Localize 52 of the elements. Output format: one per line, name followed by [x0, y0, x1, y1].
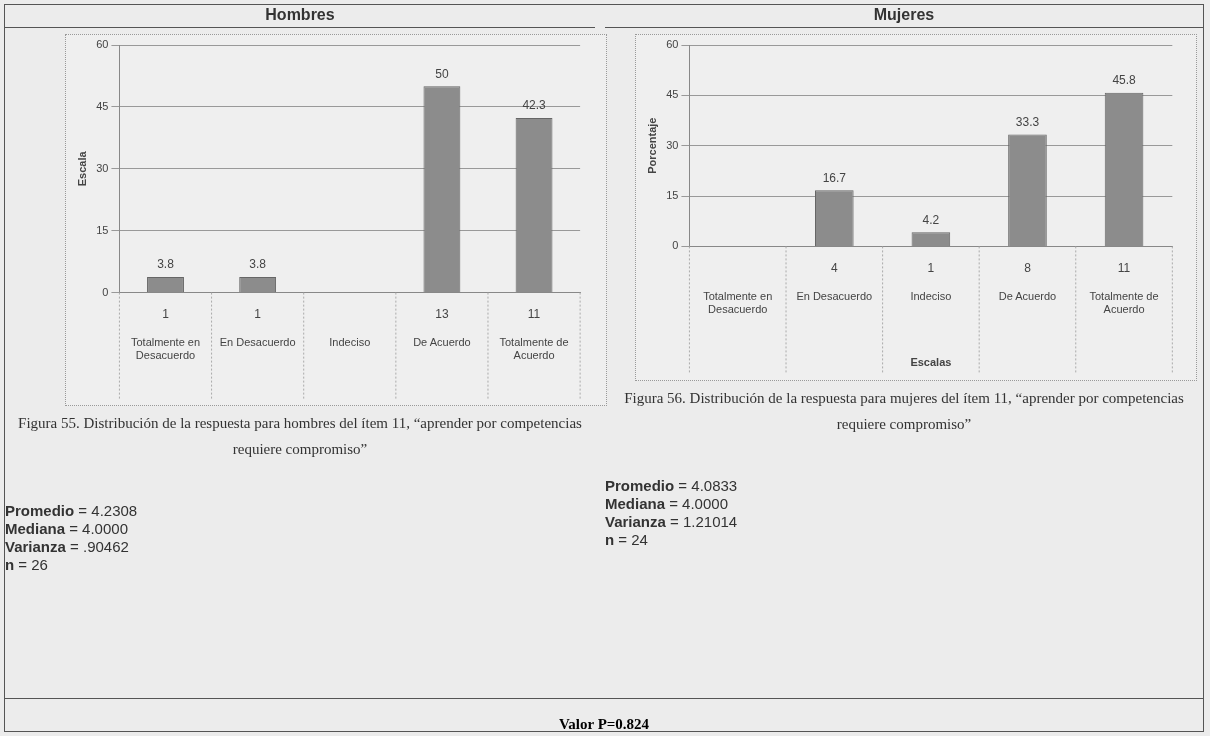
y-tick-label: 45	[666, 88, 679, 101]
y-tick-label: 60	[666, 38, 679, 51]
text: Valor P=0.824	[5, 698, 1203, 732]
data-label: 50	[435, 66, 449, 81]
x-axis-title: Escalas	[910, 356, 952, 369]
x-tick-label: Totalmente en Desacuerdo	[703, 290, 773, 316]
x-tick-label: Totalmente de Acuerdo	[499, 336, 569, 362]
text: Promedio = 4.2308	[5, 502, 139, 520]
x-tick-label: Totalmente de Acuerdo	[1089, 290, 1159, 316]
chart-title: Mujeres	[605, 5, 1203, 28]
text: Varianza = 1.21014	[605, 513, 739, 531]
y-axis-title: Porcentaje	[645, 117, 658, 174]
y-tick-label: 0	[102, 285, 109, 298]
text: Mediana = 4.0000	[605, 495, 729, 513]
text: 13	[435, 306, 449, 321]
text: 4	[830, 260, 838, 275]
text: 11	[1117, 260, 1131, 275]
x-tick-label: Indeciso	[910, 290, 952, 303]
data-label: 3.8	[157, 257, 175, 272]
text: 1	[927, 260, 935, 275]
x-tick-label: De Acuerdo	[998, 290, 1057, 303]
x-tick-label: De Acuerdo	[413, 336, 471, 349]
y-tick-label: 15	[96, 223, 109, 236]
y-tick-label: 30	[96, 161, 109, 174]
text: Figura 56. Distribución de la respuesta para mujeres del ítem 11, “aprender por competencias requiere compromiso”	[623, 389, 1185, 434]
text: n = 24	[605, 531, 649, 549]
data-label: 42.3	[522, 98, 547, 113]
data-label: 45.8	[1112, 72, 1137, 87]
text: 1	[254, 306, 262, 321]
data-label: 33.3	[1015, 114, 1040, 129]
data-label: 3.8	[249, 257, 267, 272]
text: Promedio = 4.0833	[605, 477, 739, 495]
text: 1	[162, 306, 170, 321]
text: 11	[527, 306, 541, 321]
text: Figura 55. Distribución de la respuesta para hombres del ítem 11, “aprender por competencias requiere compromiso”	[17, 414, 583, 459]
x-tick-label: En Desacuerdo	[796, 290, 873, 303]
chart-title: Hombres	[5, 5, 595, 28]
text: Varianza = .90462	[5, 538, 130, 556]
y-tick-label: 45	[96, 99, 109, 112]
data-label: 4.2	[922, 212, 940, 227]
y-axis-title: Escala	[75, 150, 88, 187]
data-label: 16.7	[822, 170, 847, 185]
text: Mediana = 4.0000	[5, 520, 129, 538]
x-tick-label: Indeciso	[329, 336, 371, 349]
x-tick-label: En Desacuerdo	[219, 336, 296, 349]
text: n = 26	[5, 556, 49, 574]
y-tick-label: 60	[96, 38, 109, 51]
y-tick-label: 30	[666, 138, 679, 151]
y-tick-label: 0	[672, 239, 679, 252]
x-tick-label: Totalmente en Desacuerdo	[130, 336, 201, 362]
text: 8	[1024, 260, 1032, 275]
y-tick-label: 15	[666, 189, 679, 202]
